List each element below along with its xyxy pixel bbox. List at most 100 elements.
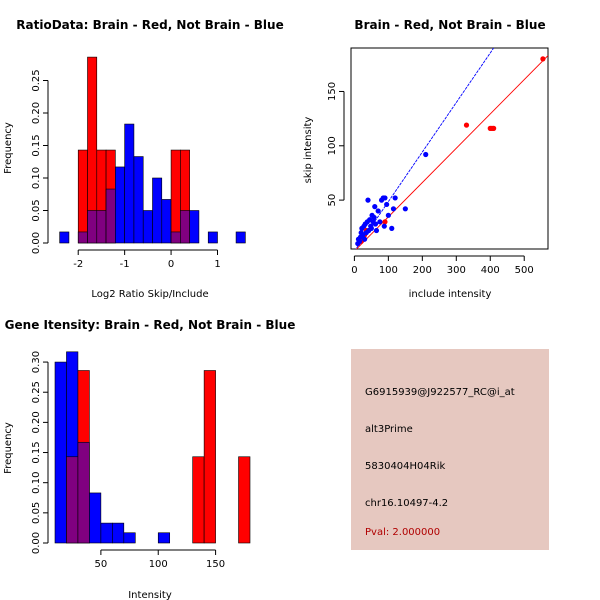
ratio-hist-blue-bar <box>189 210 200 244</box>
gene-hist-x-tick-label: 100 <box>149 559 168 570</box>
gene-hist-y-tick-label: 0.30 <box>31 351 42 373</box>
ratio-hist-x-tick-label: -2 <box>73 259 83 270</box>
gene-hist-y-tick-label: 0.10 <box>31 472 42 494</box>
probe-id: G6915939@J922577_RC@i_at <box>365 387 515 398</box>
scatter-title: Brain - Red, Not Brain - Blue <box>354 18 545 32</box>
ratio-hist-y-tick-label: 0.20 <box>31 102 42 124</box>
chromosome-location: chr16.10497-4.2 <box>365 498 449 509</box>
blue-scatter-point <box>372 221 379 227</box>
gene-hist-blue-bar <box>100 522 113 544</box>
gene-name: 5830404H04Rik <box>365 461 446 472</box>
intensity-scatter-panel: Brain - Red, Not Brain - Blue include in… <box>303 18 549 300</box>
blue-scatter-point <box>365 197 371 203</box>
gene-intensity-histogram-panel: Gene Itensity: Brain - Red, Not Brain - … <box>3 318 295 600</box>
scatter-plot-frame <box>350 47 549 250</box>
gene-hist-blue-bar <box>123 532 136 544</box>
probe-info-panel: G6915939@J922577_RC@i_at alt3Prime 58304… <box>351 349 549 550</box>
blue-scatter-point <box>382 195 388 201</box>
blue-scatter-point <box>381 223 387 229</box>
gene-hist-red-bar <box>192 456 205 544</box>
ratio-hist-blue-bar <box>133 156 144 244</box>
ratio-hist-x-tick-label: -1 <box>120 259 130 270</box>
scatter-x-tick-label: 200 <box>413 265 432 276</box>
blue-scatter-point <box>372 204 378 210</box>
scatter-y-tick-label: 150 <box>327 82 338 101</box>
ratio-histogram-xlabel: Log2 Ratio Skip/Include <box>91 289 208 300</box>
ratio-hist-blue-bar <box>115 166 125 244</box>
blue-scatter-point <box>423 151 429 158</box>
gene-hist-blue-bar <box>89 492 102 544</box>
blue-scatter-point <box>402 206 408 212</box>
ratio-hist-red-bar <box>77 149 88 244</box>
ratio-hist-y-tick-label: 0.05 <box>31 199 42 221</box>
ratio-hist-overlap-bar <box>180 210 190 244</box>
blue-fit-line <box>355 48 495 249</box>
event-type: alt3Prime <box>365 424 413 435</box>
gene-hist-y-tick-label: 0.05 <box>31 502 42 524</box>
blue-scatter-point <box>385 212 391 218</box>
ratio-hist-overlap-bar <box>170 231 181 244</box>
ratio-hist-blue-bar <box>124 123 135 244</box>
blue-scatter-point <box>392 195 398 201</box>
scatter-ylabel: skip intensity <box>303 117 314 184</box>
gene-hist-red-bar <box>203 370 216 544</box>
ratio-hist-overlap-bar <box>77 231 88 244</box>
ratio-hist-y-tick-label: 0.25 <box>31 69 42 91</box>
scatter-y-tick-label: 100 <box>327 136 338 155</box>
red-scatter-point <box>463 122 470 128</box>
gene-hist-x-tick-label: 50 <box>95 559 108 570</box>
ratio-histogram-panel: RatioData: Brain - Red, Not Brain - Blue… <box>3 18 284 300</box>
gene-hist-blue-bar <box>157 532 171 544</box>
blue-scatter-point <box>373 227 380 234</box>
scatter-xlabel: include intensity <box>409 289 492 300</box>
gene-hist-overlap-bar <box>66 456 79 544</box>
blue-scatter-point <box>371 214 377 221</box>
gene-intensity-xlabel: Intensity <box>128 590 172 600</box>
blue-scatter-point <box>390 206 397 212</box>
scatter-x-tick-label: 100 <box>379 265 398 276</box>
ratio-hist-overlap-bar <box>105 188 116 244</box>
blue-scatter-point <box>375 208 381 214</box>
gene-intensity-title: Gene Itensity: Brain - Red, Not Brain - … <box>5 318 296 332</box>
ratio-hist-blue-bar <box>207 231 218 244</box>
gene-hist-y-tick-label: 0.25 <box>31 381 42 403</box>
blue-scatter-point <box>368 225 374 231</box>
blue-scatter-point <box>377 219 383 225</box>
ratio-hist-blue-bar <box>59 231 70 244</box>
ratio-hist-y-tick-label: 0.15 <box>31 134 42 156</box>
red-fit-line <box>355 55 548 249</box>
blue-scatter-point <box>356 238 363 244</box>
blue-scatter-point <box>389 225 395 231</box>
gene-hist-y-tick-label: 0.00 <box>31 532 42 554</box>
scatter-x-tick-label: 300 <box>447 265 466 276</box>
gene-intensity-ylabel: Frequency <box>3 422 14 474</box>
gene-hist-y-tick-label: 0.20 <box>31 411 42 433</box>
scatter-x-tick-label: 400 <box>481 265 500 276</box>
ratio-histogram-ylabel: Frequency <box>3 122 14 174</box>
ratio-histogram-title: RatioData: Brain - Red, Not Brain - Blue <box>16 18 283 32</box>
blue-scatter-point <box>384 201 390 208</box>
blue-scatter-point <box>361 236 368 242</box>
red-scatter-point <box>491 125 497 131</box>
ratio-hist-x-tick-label: 0 <box>168 259 174 270</box>
gene-hist-x-tick-label: 150 <box>206 559 225 570</box>
ratio-hist-overlap-bar <box>87 210 98 244</box>
gene-hist-overlap-bar <box>77 441 90 544</box>
ratio-hist-blue-bar <box>142 210 153 244</box>
red-scatter-point <box>382 219 388 225</box>
ratio-hist-blue-bar <box>152 177 163 244</box>
gene-hist-red-bar <box>238 456 251 544</box>
ratio-hist-blue-bar <box>235 231 246 244</box>
ratio-hist-y-tick-label: 0.10 <box>31 167 42 189</box>
ratio-hist-overlap-bar <box>96 210 107 244</box>
gene-hist-blue-bar <box>112 522 125 544</box>
red-scatter-point <box>540 56 546 62</box>
ratio-hist-red-bar <box>170 149 181 244</box>
ratio-hist-y-tick-label: 0.00 <box>31 232 42 254</box>
scatter-x-tick-label: 500 <box>515 265 534 276</box>
gene-hist-blue-bar <box>54 361 67 544</box>
p-value: Pval: 2.000000 <box>365 527 441 538</box>
gene-hist-y-tick-label: 0.15 <box>31 441 42 463</box>
ratio-hist-blue-bar <box>161 199 172 244</box>
